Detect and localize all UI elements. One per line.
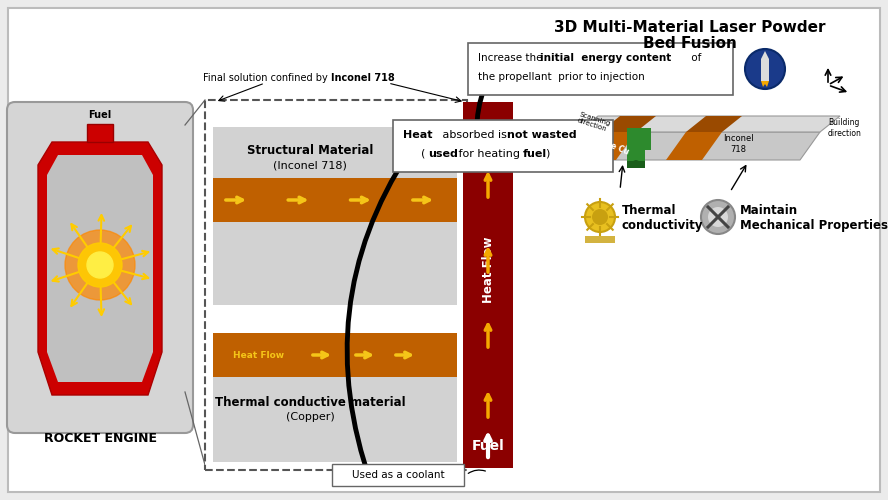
Text: conductivity: conductivity <box>622 219 703 232</box>
Polygon shape <box>578 116 840 132</box>
Bar <box>332 464 464 486</box>
Bar <box>205 100 467 470</box>
Circle shape <box>701 200 735 234</box>
Text: Thermal: Thermal <box>622 204 677 217</box>
Bar <box>393 120 613 172</box>
Text: Structural Material: Structural Material <box>247 144 373 156</box>
Bar <box>213 333 457 377</box>
Text: ROCKET ENGINE: ROCKET ENGINE <box>44 432 156 444</box>
Bar <box>627 128 645 168</box>
Text: Thermal conductive material: Thermal conductive material <box>215 396 405 408</box>
Text: Final solution confined by: Final solution confined by <box>203 73 331 83</box>
Text: Fuel: Fuel <box>89 110 112 120</box>
Polygon shape <box>558 132 820 160</box>
Polygon shape <box>686 116 742 132</box>
Text: fuel: fuel <box>523 149 547 159</box>
Text: Scanning
direction: Scanning direction <box>576 111 611 133</box>
Polygon shape <box>761 51 769 59</box>
Text: (Copper): (Copper) <box>286 412 335 422</box>
Text: Inconel 718: Inconel 718 <box>331 73 395 83</box>
Polygon shape <box>761 81 769 87</box>
Text: Increase the: Increase the <box>478 53 546 63</box>
Text: Pure Cu: Pure Cu <box>596 136 630 156</box>
Text: (: ( <box>421 149 425 159</box>
Polygon shape <box>47 155 153 382</box>
Text: Heat Flow: Heat Flow <box>481 237 495 303</box>
Text: used: used <box>428 149 458 159</box>
FancyBboxPatch shape <box>7 102 193 433</box>
Polygon shape <box>666 132 722 160</box>
Bar <box>585 236 615 243</box>
Text: Bed Fusion: Bed Fusion <box>643 36 737 52</box>
Text: ): ) <box>545 149 550 159</box>
Circle shape <box>585 202 615 232</box>
Bar <box>213 352 457 462</box>
Text: initial  energy content: initial energy content <box>540 53 671 63</box>
Text: Used as a coolant: Used as a coolant <box>352 470 444 480</box>
Text: Heat: Heat <box>403 130 432 140</box>
Circle shape <box>78 243 122 287</box>
Text: Fuel: Fuel <box>472 439 504 453</box>
Text: Mechanical Properties: Mechanical Properties <box>740 219 888 232</box>
Bar <box>213 178 457 222</box>
Text: not wasted: not wasted <box>507 130 576 140</box>
Text: 3D Multi-Material Laser Powder: 3D Multi-Material Laser Powder <box>554 20 826 36</box>
Text: (Inconel 718): (Inconel 718) <box>274 160 347 170</box>
Text: Inconel
718: Inconel 718 <box>723 134 753 154</box>
Polygon shape <box>761 59 769 81</box>
Text: Maintain: Maintain <box>740 204 798 217</box>
Polygon shape <box>38 142 162 395</box>
Circle shape <box>632 160 640 168</box>
Text: of: of <box>688 53 702 63</box>
Circle shape <box>87 252 113 278</box>
Text: Heat Flow: Heat Flow <box>233 350 284 360</box>
Circle shape <box>745 49 785 89</box>
Polygon shape <box>600 116 656 132</box>
Text: the propellant  prior to injection: the propellant prior to injection <box>478 72 645 82</box>
Bar <box>463 102 513 468</box>
Circle shape <box>708 207 728 227</box>
Polygon shape <box>580 132 636 160</box>
Bar <box>87 124 113 142</box>
Bar <box>468 43 733 95</box>
Text: Building
direction: Building direction <box>828 118 862 138</box>
Circle shape <box>65 230 135 300</box>
Bar <box>627 161 645 168</box>
Bar <box>213 127 457 305</box>
Text: absorbed is: absorbed is <box>439 130 511 140</box>
Bar <box>638 128 651 150</box>
Text: for heating: for heating <box>455 149 524 159</box>
Circle shape <box>592 209 608 225</box>
